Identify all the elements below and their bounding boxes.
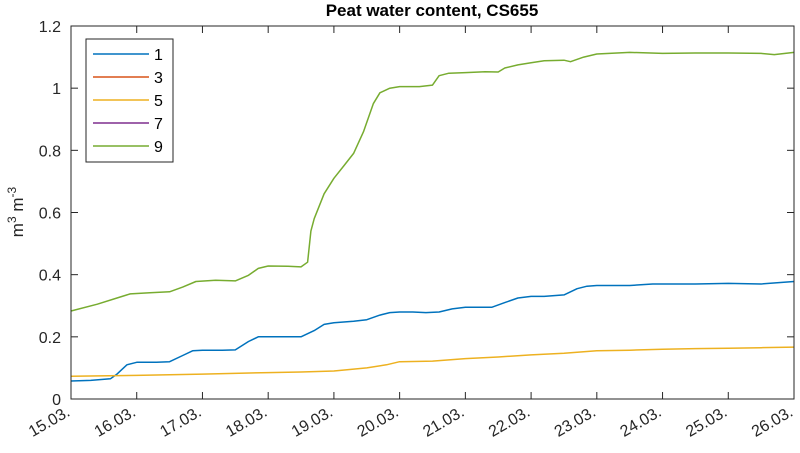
x-tick-label: 16.03. [92, 404, 139, 441]
x-tick-label: 23.03. [552, 404, 599, 441]
series-line-1 [70, 280, 795, 382]
x-tick-label: 17.03. [157, 404, 204, 441]
legend-item-5: 5 [93, 93, 163, 110]
plot-area-border [70, 25, 795, 400]
y-axis: 0 0.2 0.4 0.6 0.8 1 1.2 [39, 19, 794, 409]
y-axis-label: m3 m-3 [5, 186, 27, 237]
series-layer [70, 51, 795, 382]
y-tick-label: 0.2 [39, 330, 61, 347]
y-tick-label: 0 [52, 392, 61, 409]
x-tick-label: 24.03. [618, 404, 665, 441]
legend-label: 7 [154, 116, 163, 133]
series-line-9 [70, 51, 795, 312]
legend: 1 3 5 7 9 [85, 38, 174, 163]
x-tick-label: 21.03. [420, 404, 467, 441]
y-tick-label: 1.2 [39, 19, 61, 36]
legend-item-7: 7 [93, 116, 163, 133]
chart-title: Peat water content, CS655 [326, 1, 539, 20]
y-tick-label: 0.8 [39, 143, 61, 160]
x-tick-label: 18.03. [223, 404, 270, 441]
x-tick-label: 25.03. [683, 404, 730, 441]
y-tick-label: 1 [52, 81, 61, 98]
x-tick-label: 15.03. [26, 404, 73, 441]
y-tick-label: 0.4 [39, 268, 61, 285]
legend-label: 5 [154, 93, 163, 110]
series-line-5 [70, 346, 795, 378]
legend-item-3: 3 [93, 70, 163, 87]
x-tick-label: 20.03. [355, 404, 402, 441]
legend-label: 9 [154, 139, 163, 156]
legend-label: 3 [154, 70, 163, 87]
legend-item-1: 1 [93, 47, 163, 64]
x-tick-label: 26.03. [749, 404, 796, 441]
x-tick-label: 22.03. [486, 404, 533, 441]
legend-label: 1 [154, 47, 163, 64]
x-tick-label: 19.03. [289, 404, 336, 441]
y-tick-label: 0.6 [39, 206, 61, 223]
legend-item-9: 9 [93, 139, 163, 156]
